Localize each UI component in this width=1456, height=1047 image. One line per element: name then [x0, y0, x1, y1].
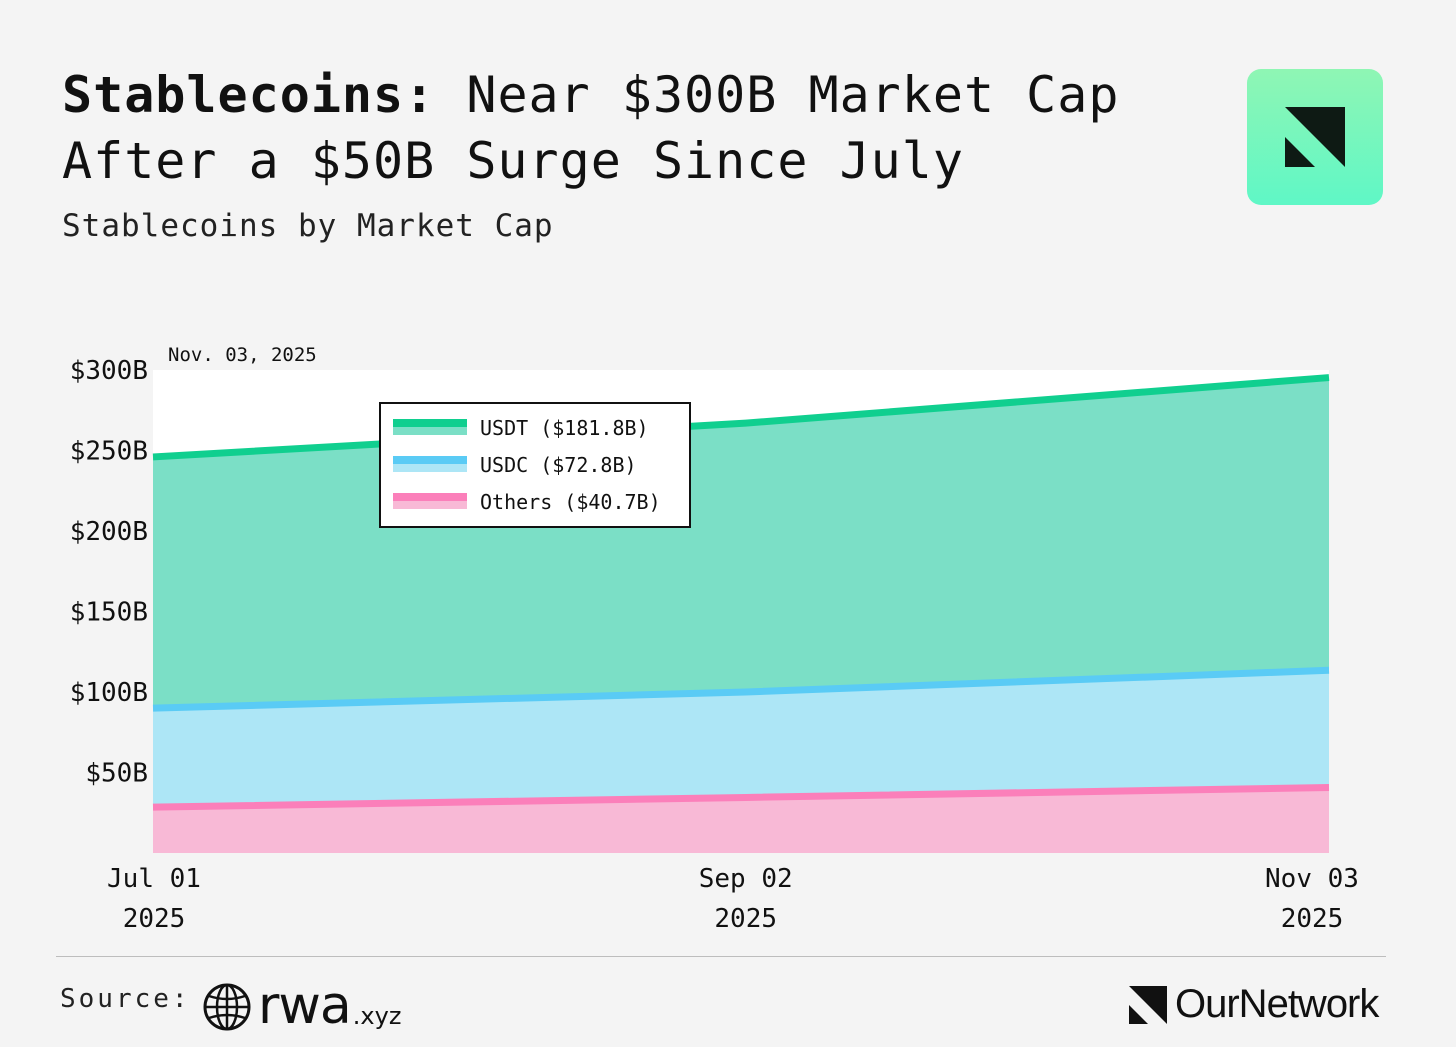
- chart-title-rest: Near $300B Market Cap After a $50B Surge…: [62, 66, 1120, 190]
- ournetwork-small-mark-icon: [1129, 985, 1167, 1024]
- x-tick-year: 2025: [714, 904, 777, 934]
- x-tick-label: Sep 02: [699, 864, 793, 894]
- chart-title-bold: Stablecoins:: [62, 66, 436, 124]
- ournetwork-logo-tile: [1247, 69, 1383, 205]
- ournetwork-mark-icon: [1285, 107, 1345, 167]
- stablecoin-area-chart: $50B $100B $150B $200B $250B $300B Jul 01 2025…: [70, 344, 1359, 934]
- area-usdc: [153, 670, 1329, 808]
- globe-icon: [203, 983, 251, 1031]
- line-others: [152, 783, 1330, 811]
- y-tick-label: $50B: [85, 759, 148, 789]
- legend-swatch-usdc-line: [393, 456, 467, 464]
- footer-divider: [56, 956, 1386, 957]
- y-tick-label: $100B: [70, 678, 148, 708]
- legend-swatch-usdt-fill: [393, 427, 467, 435]
- ournetwork-logo: OurNetwork: [1129, 982, 1379, 1027]
- chart-title: Stablecoins: Near $300B Market Cap After…: [62, 62, 1212, 194]
- legend-label-others: Others ($40.7B): [480, 490, 661, 514]
- rwa-wordmark-tld: .xyz: [352, 1002, 402, 1030]
- y-tick-label: $150B: [70, 598, 148, 628]
- y-tick-label: $250B: [70, 437, 148, 467]
- legend-swatch-others-fill: [393, 501, 467, 509]
- y-tick-label: $300B: [70, 356, 148, 386]
- legend-label-usdc: USDC ($72.8B): [480, 453, 637, 477]
- x-tick-label: Jul 01: [107, 864, 201, 894]
- legend-swatch-others-line: [393, 493, 467, 501]
- source-label: Source:: [60, 984, 191, 1014]
- legend-label-usdt: USDT ($181.8B): [480, 416, 649, 440]
- date-annotation: Nov. 03, 2025: [168, 344, 317, 366]
- x-tick-year: 2025: [1281, 904, 1344, 934]
- line-usdt: [152, 374, 1330, 461]
- y-tick-label: $200B: [70, 517, 148, 547]
- rwa-logo: rwa .xyz: [202, 976, 401, 1032]
- legend-swatch-usdc-fill: [393, 464, 467, 472]
- x-tick-year: 2025: [123, 904, 186, 934]
- legend: USDT ($181.8B) USDC ($72.8B) Others ($40.7…: [379, 402, 691, 528]
- rwa-wordmark: rwa: [258, 976, 352, 1036]
- chart-subtitle: Stablecoins by Market Cap: [62, 208, 554, 244]
- x-tick-label: Nov 03: [1265, 864, 1359, 894]
- line-usdc: [152, 666, 1330, 712]
- ournetwork-wordmark: OurNetwork: [1175, 982, 1379, 1026]
- legend-swatch-usdt-line: [393, 419, 467, 427]
